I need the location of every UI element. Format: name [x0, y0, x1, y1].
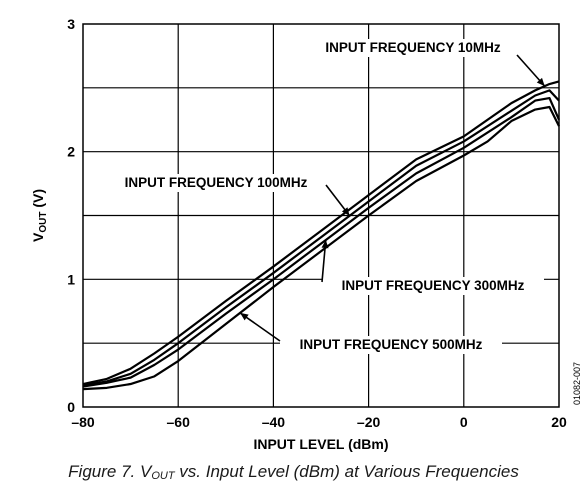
series-label: INPUT FREQUENCY 100MHz	[125, 175, 308, 190]
series-line-1	[82, 89, 560, 387]
caption-prefix: Figure 7. V	[68, 462, 152, 481]
series-line-3	[82, 105, 560, 391]
y-axis-title-main: V	[30, 232, 46, 242]
y-axis-title: VOUT (V)	[30, 189, 49, 242]
x-tick-label: –60	[167, 414, 191, 430]
x-axis-title: INPUT LEVEL (dBm)	[253, 436, 388, 452]
caption-sub: OUT	[151, 470, 175, 482]
series-label-arrowhead	[240, 312, 249, 321]
plot-frame	[82, 23, 560, 408]
x-tick-label: –20	[357, 414, 381, 430]
tick-labels: –80 –60 –40 –20 0 20 0 1 2 3	[67, 16, 567, 430]
series-label: INPUT FREQUENCY 500MHz	[300, 337, 483, 352]
series-label-arrowhead	[321, 240, 329, 249]
series-label-leader	[239, 312, 281, 342]
series-lines	[82, 80, 561, 391]
series-label: INPUT FREQUENCY 300MHz	[342, 278, 525, 293]
y-axis-title-suffix: (V)	[30, 189, 46, 212]
y-tick-label: 1	[67, 271, 75, 287]
x-tick-label: –80	[71, 414, 95, 430]
series-line-0	[82, 80, 560, 386]
x-tick-label: –40	[262, 414, 286, 430]
series-label-background	[322, 277, 544, 295]
caption-suffix: vs. Input Level (dBm) at Various Frequen…	[174, 462, 519, 481]
y-tick-label: 0	[67, 399, 75, 415]
y-tick-label: 3	[67, 16, 75, 32]
series-label: INPUT FREQUENCY 10MHz	[325, 40, 501, 55]
series-label-background	[280, 336, 502, 354]
chart: INPUT FREQUENCY 10MHz INPUT FREQUENCY 100…	[30, 16, 582, 452]
series-labels: INPUT FREQUENCY 10MHz INPUT FREQUENCY 100…	[105, 39, 546, 354]
figure-caption: Figure 7. VOUT vs. Input Level (dBm) at …	[0, 462, 587, 482]
series-line-2	[82, 96, 561, 388]
x-tick-label: 0	[460, 414, 468, 430]
series-label-arrowhead	[536, 77, 545, 87]
series-label-background	[310, 39, 516, 57]
x-tick-label: 20	[551, 414, 567, 430]
series-label-background	[105, 174, 327, 192]
y-tick-label: 2	[67, 144, 75, 160]
figure-id: 01082-007	[572, 362, 582, 405]
y-axis-title-sub: OUT	[38, 212, 49, 233]
series-label-arrowhead	[341, 207, 350, 216]
